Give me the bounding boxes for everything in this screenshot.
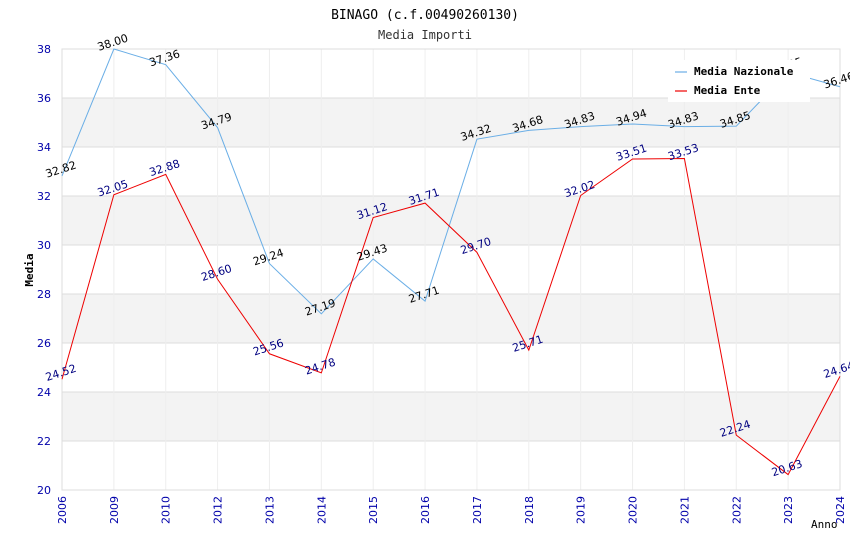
x-tick-label: 2012: [212, 496, 225, 524]
y-tick-label: 20: [37, 484, 51, 497]
background-bands: [62, 98, 840, 441]
band: [62, 98, 840, 147]
x-tick-label: 2015: [367, 496, 380, 524]
data-label: 28.60: [200, 262, 234, 284]
x-tick-label: 2020: [627, 496, 640, 524]
series-line-media-ente: [61, 158, 841, 476]
data-label: 32.82: [44, 159, 78, 181]
data-label: 24.78: [303, 356, 337, 378]
data-label: 24.52: [44, 362, 78, 384]
series-lines: [61, 48, 841, 476]
chart-subtitle: Media Importi: [378, 28, 472, 42]
y-tick-label: 36: [37, 92, 51, 105]
x-tick-label: 2009: [108, 496, 121, 524]
y-tick-label: 38: [37, 43, 51, 56]
band: [62, 294, 840, 343]
y-tick-label: 32: [37, 190, 51, 203]
data-label: 29.24: [251, 246, 285, 268]
data-label: 36.46: [822, 69, 850, 91]
x-tick-label: 2017: [471, 496, 484, 524]
chart-title: BINAGO (c.f.00490260130): [331, 8, 519, 23]
series-line-media-nazionale: [61, 48, 841, 315]
x-tick-label: 2014: [315, 496, 328, 524]
x-tick-label: 2019: [575, 496, 588, 524]
plot-border: [61, 48, 841, 491]
y-tick-label: 28: [37, 288, 51, 301]
x-tick-label: 2010: [160, 496, 173, 524]
y-tick-label: 26: [37, 337, 51, 350]
legend: Media Nazionale Media Ente: [668, 60, 810, 102]
x-tick-label: 2023: [782, 496, 795, 524]
y-axis-label: Media: [23, 253, 36, 286]
legend-label-media-ente: Media Ente: [694, 84, 761, 97]
x-tick-label: 2018: [523, 496, 536, 524]
x-tick-label: 2021: [678, 496, 691, 524]
x-tick-label: 2016: [419, 496, 432, 524]
y-axis-ticks: 20 22 24 26 28 30 32 34 36 38: [37, 43, 51, 497]
data-label: 20.63: [770, 457, 804, 479]
x-tick-label: 2022: [730, 496, 743, 524]
gridlines: [61, 48, 841, 491]
data-label: 32.88: [148, 157, 182, 179]
x-tick-label: 2024: [834, 496, 847, 524]
x-tick-label: 2013: [263, 496, 276, 524]
legend-box: [668, 60, 810, 102]
x-axis-label: Anno: [811, 518, 838, 531]
band: [62, 392, 840, 441]
y-tick-label: 30: [37, 239, 51, 252]
x-tick-label: 2006: [56, 496, 69, 524]
legend-label-media-nazionale: Media Nazionale: [694, 65, 794, 78]
data-label: 37.36: [148, 47, 182, 69]
x-axis-ticks: 2006 2009 2010 2012 2013 2014 2015 2016 2017 2018…: [56, 496, 847, 524]
y-tick-label: 24: [37, 386, 51, 399]
y-tick-label: 34: [37, 141, 51, 154]
data-label: 24.64: [822, 359, 850, 381]
y-tick-label: 22: [37, 435, 51, 448]
